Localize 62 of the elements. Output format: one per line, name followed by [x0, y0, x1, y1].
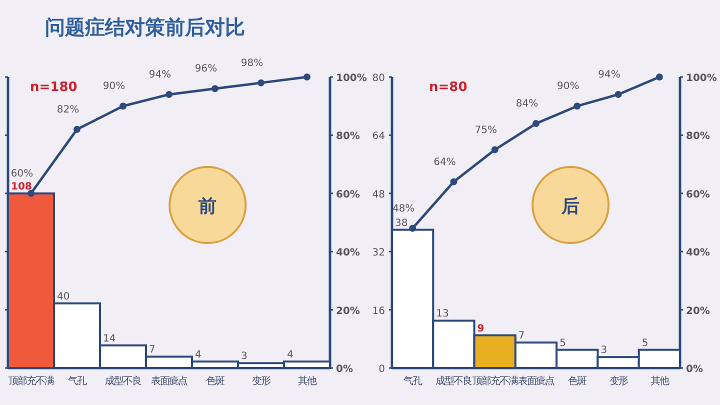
y2-tick-label: 100% — [686, 73, 717, 84]
data-label: 94% — [598, 69, 620, 80]
data-label: 108 — [11, 181, 32, 192]
x-tick-label: 顶部充不满 — [472, 375, 518, 387]
data-label: 3 — [241, 351, 248, 362]
data-label: 64% — [434, 156, 456, 168]
y-tick-label: 80 — [372, 73, 385, 84]
x-tick-label: 气孔 — [68, 375, 87, 387]
data-label: 9 — [477, 323, 484, 334]
x-tick-label: 其他 — [298, 375, 317, 387]
x-tick-label: 变形 — [252, 375, 271, 387]
data-label: 90% — [102, 81, 126, 92]
y-tick-label: 0 — [378, 364, 385, 375]
data-label: 3 — [600, 345, 608, 356]
y2-tick-label: 0% — [336, 364, 353, 375]
x-tick-label: 成型不良 — [105, 375, 142, 387]
annotation: 前 — [198, 196, 217, 218]
y-tick-label: 64 — [372, 131, 385, 142]
x-tick-label: 变形 — [609, 375, 628, 387]
annotation: n=180 — [30, 80, 78, 95]
x-tick-label: 顶部充不满 — [8, 375, 54, 387]
data-label: 38 — [395, 218, 408, 229]
data-label: 5 — [642, 338, 648, 349]
x-tick-label: 色斑 — [206, 375, 225, 387]
y2-tick-label: 40% — [336, 248, 360, 259]
y-tick-label: 48 — [372, 189, 385, 200]
data-label: 4 — [287, 350, 294, 361]
y-tick-label: 16 — [372, 306, 385, 317]
data-label: 75% — [474, 124, 497, 136]
chart-title: 问题症结对策前后对比 — [45, 15, 245, 39]
data-label: 60% — [10, 168, 34, 180]
x-tick-label: 成型不良 — [436, 375, 473, 387]
data-label: 96% — [194, 64, 218, 75]
y2-tick-label: 20% — [686, 306, 710, 317]
y2-tick-label: 100% — [336, 73, 367, 84]
y2-tick-label: 0% — [686, 364, 703, 375]
y2-tick-label: 80% — [686, 131, 710, 142]
x-tick-label: 其他 — [650, 375, 670, 387]
y2-tick-label: 20% — [336, 306, 360, 317]
x-tick-label: 表面疵点 — [151, 375, 188, 387]
annotation: n=80 — [429, 80, 468, 95]
data-label: 82% — [56, 104, 80, 116]
y2-tick-label: 60% — [686, 189, 710, 200]
data-label: 84% — [516, 98, 538, 110]
data-label: 7 — [149, 344, 156, 356]
x-tick-label: 气孔 — [404, 375, 423, 387]
annotation: 后 — [560, 196, 580, 218]
data-label: 7 — [518, 330, 525, 342]
data-label: 4 — [195, 350, 202, 361]
y2-tick-label: 80% — [336, 131, 360, 142]
y2-tick-label: 40% — [686, 248, 710, 259]
data-label: 40 — [57, 291, 70, 302]
data-label: 13 — [436, 308, 449, 320]
data-label: 90% — [557, 81, 580, 92]
data-label: 98% — [240, 58, 264, 69]
y2-tick-label: 60% — [336, 189, 360, 200]
y-tick-label: 32 — [372, 248, 385, 259]
data-label: 94% — [148, 69, 172, 80]
data-label: 5 — [560, 338, 566, 349]
data-label: 14 — [103, 333, 116, 344]
x-tick-label: 色斑 — [568, 375, 588, 387]
x-tick-label: 表面疵点 — [518, 375, 555, 387]
